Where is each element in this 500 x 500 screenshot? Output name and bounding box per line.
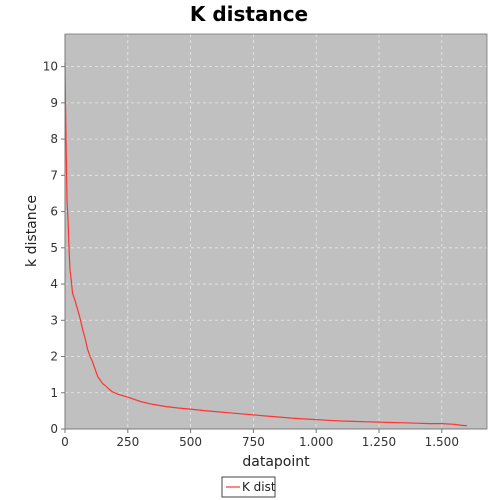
legend-label: K dist	[242, 480, 276, 494]
x-tick-label: 1.500	[425, 435, 459, 449]
y-tick-labels: 0 1 2 3 4 5 6 7 8 9 10	[43, 60, 58, 436]
series-line-k-dist	[64, 62, 467, 427]
plot-area	[65, 34, 487, 429]
y-tick-label: 8	[50, 132, 58, 146]
y-tick-label: 9	[50, 96, 58, 110]
y-tick-label: 4	[50, 277, 58, 291]
tick-marks	[61, 66, 443, 433]
y-axis-label: k distance	[24, 195, 40, 267]
plot-border	[64, 33, 488, 430]
x-tick-label: 500	[179, 435, 202, 449]
x-tick-label: 750	[242, 435, 265, 449]
y-tick-label: 10	[43, 60, 58, 74]
x-tick-label: 1.250	[362, 435, 396, 449]
grid-lines	[65, 34, 487, 429]
y-tick-label: 3	[50, 313, 58, 327]
chart-title: K distance	[190, 2, 308, 26]
y-tick-label: 0	[50, 422, 58, 436]
x-tick-label: 0	[61, 435, 69, 449]
x-axis-label: datapoint	[242, 454, 310, 470]
x-tick-labels: 0 250 500 750 1.000 1.250 1.500	[61, 435, 459, 449]
x-tick-label: 1.000	[299, 435, 333, 449]
series-layer	[64, 62, 467, 427]
legend-box	[221, 476, 276, 498]
y-tick-label: 2	[50, 350, 58, 364]
y-tick-label: 5	[50, 241, 58, 255]
y-tick-label: 7	[50, 168, 58, 182]
y-tick-label: 1	[50, 386, 58, 400]
legend: K dist	[221, 476, 276, 498]
x-tick-label: 250	[116, 435, 139, 449]
y-tick-label: 6	[50, 205, 58, 219]
